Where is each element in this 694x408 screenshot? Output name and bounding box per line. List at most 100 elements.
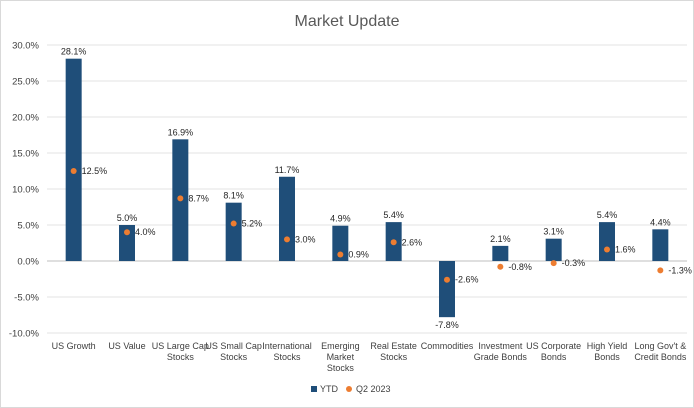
ytd-bar xyxy=(652,229,669,261)
q2-points: 12.5% 4.0% 8.7% 5.2% 3.0% 0.9% 2.6% -2.6% -0.8% -… xyxy=(70,166,692,285)
ytd-bar xyxy=(119,225,135,261)
x-category-label-line: International xyxy=(262,341,312,351)
ytd-bar xyxy=(599,222,615,261)
x-category-label: High Yield Bonds xyxy=(587,341,628,362)
q2-data-label: -2.6% xyxy=(455,275,479,285)
q2-data-label: -0.3% xyxy=(562,258,586,268)
ytd-bar xyxy=(439,261,455,318)
q2-point xyxy=(390,239,397,246)
x-category-label: Long Gov't & Credit Bonds xyxy=(634,341,687,362)
x-category-label: US Corporate Bonds xyxy=(526,341,581,362)
x-category-label-line: Stocks xyxy=(380,352,408,362)
x-category-label-line: Bonds xyxy=(594,352,620,362)
x-category-label: US Small Cap Stocks xyxy=(205,341,262,362)
x-category-label: Commodities xyxy=(421,341,474,351)
ytd-bar xyxy=(279,176,295,261)
ytd-data-label: 11.7% xyxy=(275,165,300,175)
q2-point xyxy=(550,260,557,267)
ytd-bar xyxy=(492,245,509,261)
q2-point xyxy=(70,168,77,174)
y-tick-label: -10.0% xyxy=(9,329,40,340)
ytd-data-label: 5.0% xyxy=(117,213,138,223)
ytd-data-label: 4.9% xyxy=(330,214,351,224)
q2-data-label: 3.0% xyxy=(295,234,316,244)
q2-data-label: 1.6% xyxy=(615,244,636,254)
x-category-label-line: Stocks xyxy=(220,352,248,362)
x-category-label-line: US Small Cap xyxy=(205,341,262,351)
q2-point xyxy=(230,220,237,227)
q2-point xyxy=(284,236,290,243)
x-category-label-line: Market xyxy=(327,352,355,362)
q2-data-label: 5.2% xyxy=(242,219,263,229)
y-tick-label: 5.0% xyxy=(17,221,39,232)
ytd-data-label: 3.1% xyxy=(543,227,564,237)
x-category-label-line: Investment xyxy=(478,341,523,351)
q2-data-label: 8.7% xyxy=(188,193,209,203)
legend-swatch-q2-2023 xyxy=(346,386,352,392)
legend-label-q2-2023: Q2 2023 xyxy=(356,384,391,394)
q2-point xyxy=(124,229,130,236)
q2-point xyxy=(177,195,184,202)
x-category-label-line: Credit Bonds xyxy=(634,352,687,362)
y-tick-label: 0.0% xyxy=(17,257,39,268)
ytd-data-label: 4.4% xyxy=(650,217,671,227)
q2-point xyxy=(337,251,344,258)
q2-point xyxy=(444,276,450,283)
legend: YTD Q2 2023 xyxy=(311,384,391,394)
x-category-label-line: Long Gov't & xyxy=(634,341,686,351)
ytd-bar xyxy=(545,238,562,261)
ytd-data-label: 8.1% xyxy=(223,191,244,201)
x-category-label: US Growth xyxy=(52,341,96,351)
x-category-label-line: Commodities xyxy=(421,341,474,351)
chart-title: Market Update xyxy=(295,13,400,30)
x-category-label-line: Real Estate xyxy=(370,341,417,351)
q2-data-label: 0.9% xyxy=(348,250,369,260)
ytd-data-label: -7.8% xyxy=(435,320,459,330)
ytd-bar xyxy=(65,58,82,262)
y-axis: 30.0% 25.0% 20.0% 15.0% 10.0% 5.0% 0.0% -5.0% -1… xyxy=(9,41,40,340)
ytd-bar xyxy=(332,225,349,261)
x-category-label-line: Stocks xyxy=(327,363,355,373)
x-category-label-line: Stocks xyxy=(273,352,301,362)
y-tick-label: 20.0% xyxy=(12,113,39,124)
legend-swatch-ytd xyxy=(311,386,317,392)
q2-point xyxy=(657,267,664,274)
ytd-data-label: 5.4% xyxy=(383,210,404,220)
x-category-label-line: US Corporate xyxy=(526,341,581,351)
x-category-label-line: High Yield xyxy=(587,341,628,351)
x-category-label: US Value xyxy=(108,341,145,351)
ytd-data-label: 2.1% xyxy=(490,234,511,244)
x-category-label: International Stocks xyxy=(262,341,312,362)
q2-data-label: 2.6% xyxy=(402,237,423,247)
x-category-label: Emerging Market Stocks xyxy=(321,341,360,373)
q2-point xyxy=(604,246,610,253)
x-category-label: Investment Grade Bonds xyxy=(474,341,528,362)
gridlines xyxy=(47,44,687,334)
ytd-data-label: 5.4% xyxy=(597,210,618,220)
x-category-label-line: Bonds xyxy=(541,352,567,362)
y-tick-label: 10.0% xyxy=(12,185,39,196)
q2-data-label: 4.0% xyxy=(135,227,156,237)
x-category-label-line: Grade Bonds xyxy=(474,352,528,362)
x-category-label-line: US Large Cap xyxy=(152,341,209,351)
q2-data-label: 12.5% xyxy=(82,166,108,176)
y-tick-label: 15.0% xyxy=(12,149,39,160)
y-tick-label: 30.0% xyxy=(12,41,39,52)
ytd-data-label: 16.9% xyxy=(168,127,194,137)
q2-data-label: -0.8% xyxy=(508,262,532,272)
x-category-label: Real Estate Stocks xyxy=(370,341,417,362)
y-tick-label: 25.0% xyxy=(12,77,39,88)
x-category-label: US Large Cap Stocks xyxy=(152,341,209,362)
q2-data-label: -1.3% xyxy=(668,265,692,275)
x-category-label-line: US Value xyxy=(108,341,145,351)
x-category-label-line: Stocks xyxy=(167,352,195,362)
ytd-data-label: 28.1% xyxy=(61,47,87,57)
y-tick-label: -5.0% xyxy=(14,293,39,304)
legend-label-ytd: YTD xyxy=(320,384,339,394)
x-category-label-line: Emerging xyxy=(321,341,360,351)
ytd-bars: 28.1% 5.0% 16.9% 8.1% 11.7% 4.9% 5.4% -7.8% 2.1%… xyxy=(61,47,671,330)
x-category-label-line: US Growth xyxy=(52,341,96,351)
